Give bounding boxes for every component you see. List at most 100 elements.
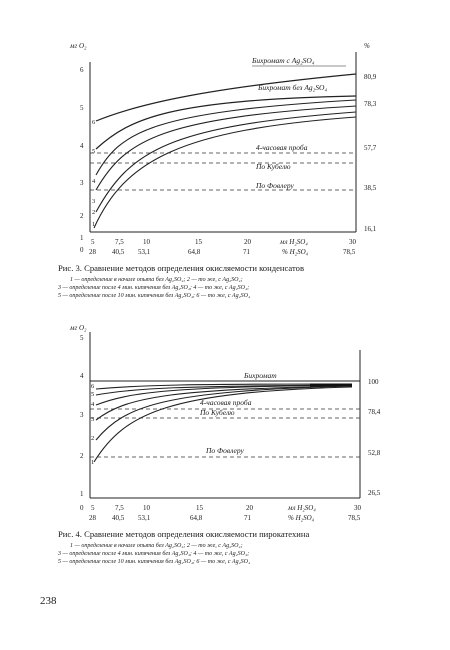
page-number: 238 <box>40 595 57 607</box>
fig4-label-four-hour: 4-часовая проба <box>200 398 252 407</box>
fig4-x-tick: 20 <box>246 504 254 512</box>
fig4-label-fowler: По Фовлеру <box>205 446 245 455</box>
fig3-right-ticks: 80,9 78,3 57,7 38,5 16,1 <box>364 73 377 233</box>
fig3-right-tick: 78,3 <box>364 100 377 108</box>
fig4-x-tick: 7,5 <box>115 504 124 512</box>
fig4-curve-4 <box>95 384 353 406</box>
fig4-y-ticks: 5 4 3 2 1 0 <box>80 334 84 512</box>
fig3-right-tick: 80,9 <box>364 73 377 81</box>
fig3-curve-number: 1 <box>92 221 95 228</box>
fig3-x-tick: 10 <box>143 238 151 246</box>
fig3-x-ticks-bottom: 28 40,5 53,1 64,8 71 78,5 % H₂SO₄ <box>89 248 356 256</box>
fig4-y-tick: 0 <box>80 504 84 512</box>
fig4-curve-number: 2 <box>91 435 94 442</box>
fig3-curve-number: 6 <box>92 119 96 126</box>
fig4-curve-number: 4 <box>91 401 95 408</box>
fig3-curve-3 <box>95 105 357 191</box>
fig4-x-label-top: мл H₂SO₄ <box>287 504 316 512</box>
fig3-x-tick: 5 <box>91 238 95 246</box>
fig3-y-unit: мг O₂ <box>69 42 87 50</box>
fig4-x-tick: 10 <box>143 504 151 512</box>
fig3-y-tick: 0 <box>80 246 84 254</box>
fig3-curve-number: 4 <box>92 178 96 185</box>
fig4-right-tick: 78,4 <box>368 408 381 416</box>
fig4-curve-number: 1 <box>91 459 94 466</box>
fig3-y-tick: 6 <box>80 66 84 74</box>
fig4-right-tick: 52,8 <box>368 449 381 457</box>
fig3-label-bichromate-with: Бихромат с Ag₂SO₄ <box>251 56 315 65</box>
fig3-y-tick: 5 <box>80 104 84 112</box>
fig4-curve-number: 6 <box>91 383 95 390</box>
fig3-label-kubel: По Кубелю <box>255 162 291 171</box>
fig4-right-ticks: 100 78,4 52,8 26,5 <box>368 378 381 497</box>
fig3-label-fowler: По Фовлеру <box>255 181 295 190</box>
fig4-y-tick: 2 <box>80 452 84 460</box>
fig4-curve-3 <box>95 385 353 421</box>
fig3-curve-number: 3 <box>92 198 95 205</box>
fig4-y-unit: мг O₂ <box>69 324 87 332</box>
figure-4: мг O₂ 5 4 3 2 1 0 100 78,4 52,8 26,5 5 7… <box>57 324 381 565</box>
fig4-curve-number: 5 <box>91 391 94 398</box>
fig4-x-label-bottom: % H₂SO₄ <box>288 514 315 522</box>
fig4-caption-line: 5 — определение после 10 мин. кипячения … <box>58 558 250 565</box>
fig3-x-tick-pct: 64,8 <box>188 248 201 256</box>
fig3-x-label-bottom: % H₂SO₄ <box>282 248 309 256</box>
fig4-x-tick-pct: 40,5 <box>112 514 125 522</box>
fig4-y-tick: 5 <box>80 334 84 342</box>
fig4-x-ticks-bottom: 28 40,5 53,1 64,8 71 78,5 % H₂SO₄ <box>89 514 361 522</box>
fig3-curve-bichromate-with <box>95 73 357 122</box>
fig4-curve-1 <box>93 386 353 463</box>
fig3-curve-2 <box>95 111 357 213</box>
fig3-curve-numbers: 1 2 3 4 5 6 <box>92 119 96 228</box>
fig4-caption-title: Рис. 4. Сравнение методов определения ок… <box>58 529 309 539</box>
fig3-curve-bichromate-without <box>95 95 357 150</box>
fig3-caption-line: 3 — определение после 4 мин. кипячения б… <box>57 284 249 291</box>
fig4-x-tick-pct: 78,5 <box>348 514 361 522</box>
fig3-x-tick-pct: 78,5 <box>343 248 356 256</box>
fig3-right-tick: 57,7 <box>364 144 377 152</box>
fig4-right-tick: 26,5 <box>368 489 381 497</box>
fig3-right-tick: 16,1 <box>364 225 377 233</box>
fig4-y-tick: 3 <box>80 411 84 419</box>
fig4-x-tick: 5 <box>91 504 95 512</box>
fig4-y-tick: 4 <box>80 372 84 380</box>
fig3-caption-line: 1 — определение в начале опыта без Ag₂SO… <box>70 276 243 283</box>
fig3-y-tick: 2 <box>80 212 84 220</box>
fig3-y-tick: 1 <box>80 234 84 242</box>
fig3-y-tick: 4 <box>80 142 84 150</box>
fig3-curve-4 <box>95 99 357 176</box>
fig3-y-tick: 3 <box>80 179 84 187</box>
fig4-y-tick: 1 <box>80 490 84 498</box>
fig3-x-label-top: мл H₂SO₄ <box>279 238 308 246</box>
fig4-curve-number: 3 <box>91 416 94 423</box>
fig3-x-tick: 20 <box>244 238 252 246</box>
fig3-x-tick-pct: 71 <box>243 248 251 256</box>
fig3-right-unit: % <box>364 42 370 50</box>
fig4-curve-numbers: 6 5 4 3 2 1 <box>91 383 95 466</box>
fig4-label-bichromate: Бихромат <box>243 371 277 380</box>
fig4-curve-6 <box>95 383 353 390</box>
fig4-x-tick-pct: 28 <box>89 514 97 522</box>
fig4-caption-line: 3 — определение после 4 мин. кипячения б… <box>57 550 249 557</box>
fig3-x-tick-pct: 53,1 <box>138 248 151 256</box>
fig3-x-tick-pct: 40,5 <box>112 248 125 256</box>
fig3-x-tick: 15 <box>195 238 203 246</box>
fig4-curve-2 <box>95 385 353 441</box>
fig3-x-ticks-top: 5 7,5 10 15 20 30 мл H₂SO₄ <box>91 238 357 246</box>
fig4-x-tick: 15 <box>196 504 204 512</box>
fig3-caption-line: 5 — определение после 10 мин. кипячения … <box>58 292 250 299</box>
fig4-x-ticks-top: 5 7,5 10 15 20 30 мл H₂SO₄ <box>91 504 362 512</box>
fig4-caption-line: 1 — определение в начале опыта без Ag₂SO… <box>70 542 243 549</box>
fig4-x-tick-pct: 71 <box>244 514 252 522</box>
fig3-label-four-hour: 4-часовая проба <box>256 143 308 152</box>
fig3-x-tick: 30 <box>349 238 357 246</box>
fig3-label-bichromate-without: Бихромат без Ag₂SO₄ <box>257 83 327 92</box>
fig3-y-ticks: 6 5 4 3 2 1 0 <box>80 66 84 254</box>
fig3-right-tick: 38,5 <box>364 184 377 192</box>
fig3-curve-number: 2 <box>92 209 95 216</box>
fig4-x-tick-pct: 53,1 <box>138 514 151 522</box>
fig4-x-tick-pct: 64,8 <box>190 514 203 522</box>
fig3-x-tick-pct: 28 <box>89 248 97 256</box>
fig4-x-tick: 30 <box>354 504 362 512</box>
